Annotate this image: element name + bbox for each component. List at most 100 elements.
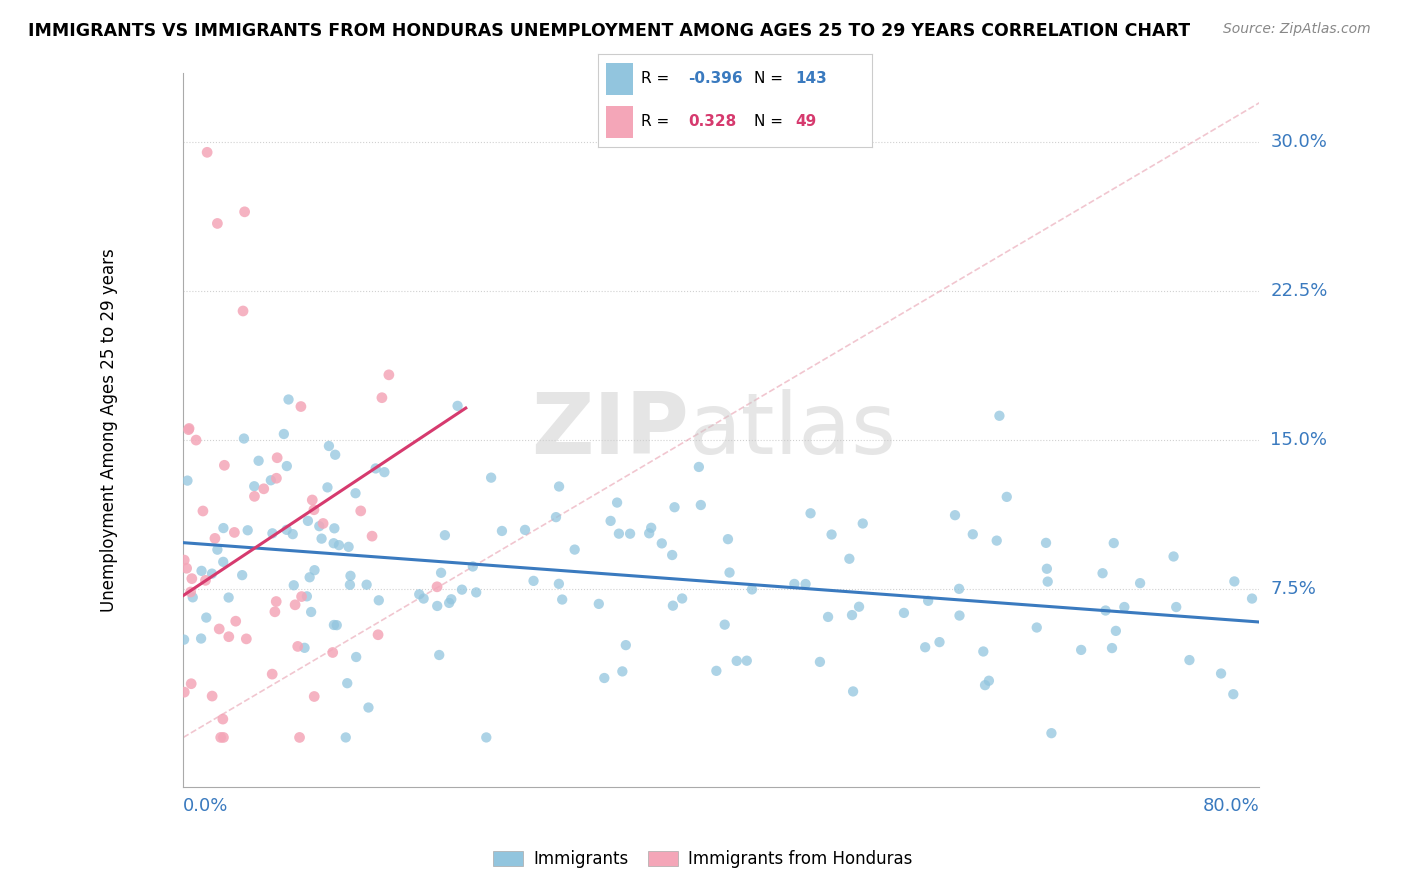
Point: [207, 217, 229, 231]
Point: [1101, 641, 1123, 656]
Point: [262, 526, 284, 541]
Point: [350, 504, 373, 518]
Bar: [606, 106, 633, 138]
Point: [479, 470, 502, 484]
Point: [322, 618, 344, 632]
Point: [301, 493, 323, 508]
Point: [191, 504, 214, 518]
Point: [302, 502, 325, 516]
Point: [465, 585, 488, 599]
Point: [344, 650, 367, 665]
Text: 0.328: 0.328: [688, 114, 737, 129]
Point: [266, 450, 288, 465]
Point: [284, 598, 307, 612]
Text: -0.396: -0.396: [688, 71, 742, 87]
Text: R =: R =: [641, 71, 675, 87]
Point: [977, 673, 1000, 688]
Point: [948, 582, 970, 596]
Point: [1209, 666, 1232, 681]
Point: [281, 527, 304, 541]
Point: [662, 599, 685, 613]
Point: [661, 548, 683, 562]
Point: [323, 448, 346, 462]
Point: [426, 580, 449, 594]
Point: [1025, 620, 1047, 634]
Point: [207, 542, 229, 557]
Text: 30.0%: 30.0%: [1270, 134, 1327, 152]
Point: [640, 521, 662, 535]
Point: [427, 648, 450, 662]
Point: [236, 523, 259, 537]
Point: [276, 458, 298, 473]
Point: [322, 645, 344, 659]
Point: [294, 640, 316, 655]
Point: [336, 676, 359, 690]
Point: [1222, 687, 1244, 701]
Point: [426, 599, 449, 613]
Point: [437, 596, 460, 610]
Point: [176, 561, 198, 575]
Point: [544, 510, 567, 524]
Point: [232, 304, 254, 318]
Point: [277, 392, 299, 407]
Point: [917, 594, 939, 608]
Point: [948, 608, 970, 623]
Point: [612, 665, 634, 679]
Point: [316, 480, 339, 494]
Point: [440, 592, 463, 607]
Point: [325, 618, 347, 632]
Point: [283, 578, 305, 592]
Point: [430, 566, 453, 580]
Point: [1036, 574, 1059, 589]
Point: [943, 508, 966, 523]
Point: [1040, 726, 1063, 740]
Point: [551, 592, 574, 607]
Text: 15.0%: 15.0%: [1270, 431, 1327, 449]
Point: [339, 569, 361, 583]
Point: [218, 630, 240, 644]
Point: [962, 527, 984, 541]
Text: 80.0%: 80.0%: [1202, 797, 1260, 815]
Point: [204, 532, 226, 546]
Point: [190, 632, 212, 646]
Point: [308, 519, 330, 533]
Text: Source: ZipAtlas.com: Source: ZipAtlas.com: [1223, 22, 1371, 37]
Point: [194, 574, 217, 588]
Point: [433, 528, 456, 542]
Point: [180, 677, 202, 691]
Point: [181, 591, 204, 605]
Point: [298, 570, 321, 584]
Bar: [606, 63, 633, 95]
Point: [208, 622, 231, 636]
Point: [361, 529, 384, 543]
Point: [264, 605, 287, 619]
Point: [337, 540, 360, 554]
Point: [588, 597, 610, 611]
Point: [713, 617, 735, 632]
Text: N =: N =: [754, 71, 787, 87]
Point: [195, 610, 218, 624]
Point: [852, 516, 875, 531]
Point: [364, 461, 387, 475]
Point: [218, 591, 240, 605]
Point: [1070, 643, 1092, 657]
Point: [638, 526, 661, 541]
Point: [1178, 653, 1201, 667]
Point: [311, 532, 333, 546]
Point: [799, 506, 821, 520]
Point: [173, 685, 195, 699]
Point: [180, 572, 202, 586]
Point: [288, 731, 311, 745]
Point: [1036, 562, 1059, 576]
Point: [173, 632, 195, 647]
Point: [1105, 624, 1128, 638]
Point: [318, 439, 340, 453]
Point: [328, 538, 350, 552]
Point: [357, 700, 380, 714]
Point: [599, 514, 621, 528]
Point: [718, 566, 741, 580]
Point: [190, 564, 212, 578]
Point: [842, 684, 865, 698]
Point: [231, 568, 253, 582]
Point: [225, 614, 247, 628]
